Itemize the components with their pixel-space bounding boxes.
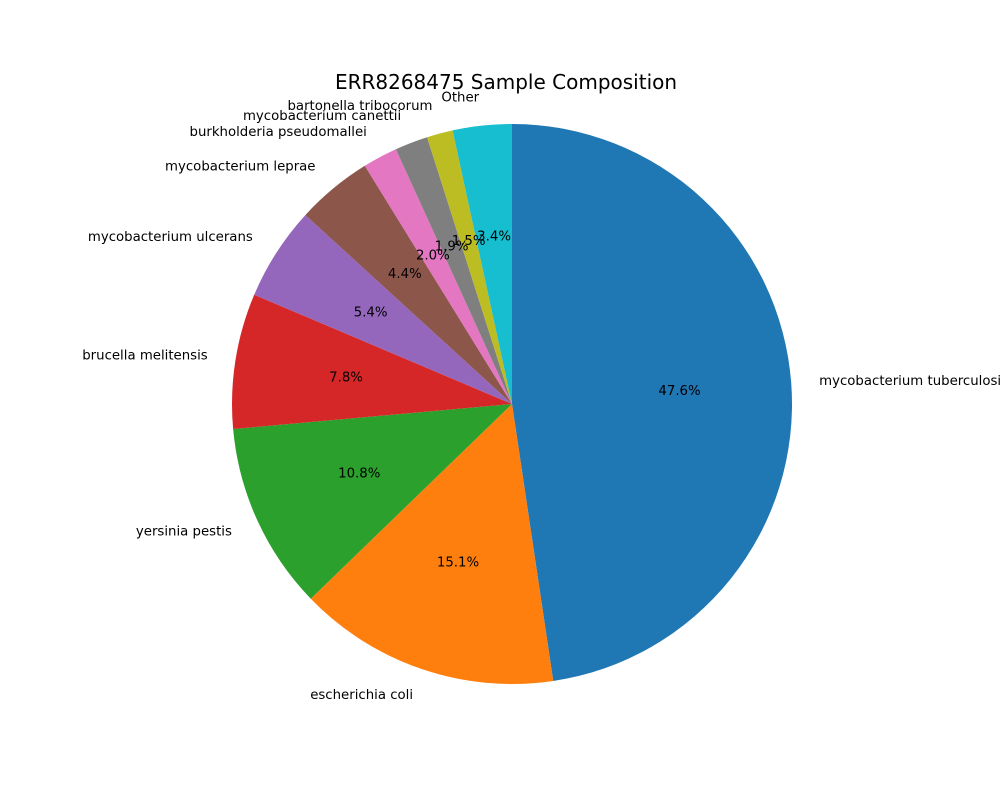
pie-slice-mycobacterium-leprae: [305, 165, 512, 404]
percent-label-mycobacterium-tuberculosis: 47.6%: [658, 384, 700, 399]
percent-label-mycobacterium-ulcerans: 5.4%: [354, 306, 388, 321]
percent-label-mycobacterium-canettii: 1.9%: [435, 240, 469, 255]
pie-slice-other: [452, 124, 512, 404]
slice-label-bartonella-tribocorum: bartonella tribocorum: [287, 99, 432, 114]
percent-label-burkholderia-pseudomallei: 2.0%: [416, 248, 450, 263]
slice-label-burkholderia-pseudomallei: burkholderia pseudomallei: [190, 125, 367, 140]
pie-slice-escherichia-coli: [310, 404, 554, 684]
pie-slice-bartonella-tribocorum: [427, 130, 512, 404]
percent-labels: 47.6% 15.1% 10.8% 7.8% 5.4% 4.4% 2.0%1.9%1.5%3…: [329, 229, 701, 570]
percent-label-escherichia-coli: 15.1%: [437, 556, 479, 571]
pie-slice-mycobacterium-tuberculosis: [512, 124, 793, 681]
percent-label-brucella-melitensis: 7.8%: [329, 370, 363, 385]
percent-label-bartonella-tribocorum: 1.5%: [452, 234, 486, 249]
slice-label-mycobacterium-canettii: mycobacterium canettii: [243, 109, 401, 124]
slice-label-mycobacterium-ulcerans: mycobacterium ulcerans: [88, 230, 253, 245]
slice-label-escherichia-coli: escherichia coli: [310, 688, 413, 703]
pie-slice-mycobacterium-canettii: [395, 137, 512, 404]
percent-label-yersinia-pestis: 10.8%: [338, 466, 380, 481]
chart-title: ERR8268475 Sample Composition: [335, 70, 677, 94]
pie-slice-brucella-melitensis: [232, 294, 512, 430]
pie-slice-yersinia-pestis: [233, 404, 512, 599]
slice-label-mycobacterium-tuberculosis: mycobacterium tuberculosis: [819, 374, 1000, 389]
pie-slice-mycobacterium-ulcerans: [254, 215, 512, 404]
slice-label-other: Other: [441, 90, 479, 105]
slice-labels: mycobacterium tuberculosis escherichia co…: [82, 90, 1000, 703]
pie-slices: [232, 124, 793, 684]
percent-label-other: 3.4%: [477, 229, 511, 244]
percent-label-mycobacterium-leprae: 4.4%: [388, 267, 422, 282]
slice-label-yersinia-pestis: yersinia pestis: [136, 525, 232, 540]
pie-slice-burkholderia-pseudomallei: [364, 149, 512, 404]
slice-label-brucella-melitensis: brucella melitensis: [82, 349, 208, 364]
slice-label-mycobacterium-leprae: mycobacterium leprae: [165, 159, 315, 174]
